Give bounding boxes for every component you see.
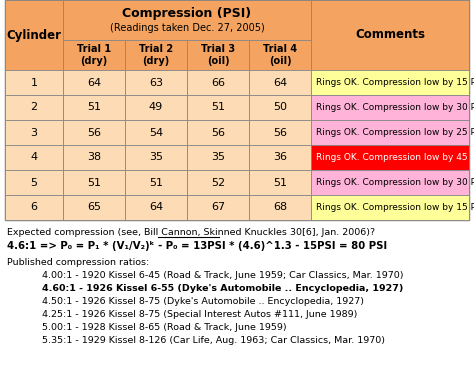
Text: 52: 52 [211, 177, 225, 187]
Text: Trial 2
(dry): Trial 2 (dry) [139, 44, 173, 66]
Bar [249, 145, 311, 170]
Bar [125, 120, 187, 145]
Bar [5, 0, 63, 70]
Bar [63, 195, 125, 220]
Text: Rings OK. Compression low by 15 PSI.: Rings OK. Compression low by 15 PSI. [316, 203, 474, 212]
Text: 51: 51 [87, 103, 101, 113]
Text: 64: 64 [149, 203, 163, 213]
Text: 64: 64 [87, 77, 101, 87]
Text: 51: 51 [149, 177, 163, 187]
Bar [249, 95, 311, 120]
Text: 3: 3 [30, 128, 37, 138]
Text: Rings OK. Compression low by 15 PSI.: Rings OK. Compression low by 15 PSI. [316, 78, 474, 87]
Text: Trial 3
(oil): Trial 3 (oil) [201, 44, 235, 66]
Bar [5, 120, 63, 145]
Bar [5, 145, 63, 170]
Text: 4: 4 [30, 152, 37, 162]
Text: 51: 51 [211, 103, 225, 113]
Text: 67: 67 [211, 203, 225, 213]
Bar [249, 120, 311, 145]
Bar [187, 70, 249, 95]
Text: 66: 66 [211, 77, 225, 87]
Text: Compression (PSI): Compression (PSI) [122, 7, 252, 20]
Bar [125, 95, 187, 120]
Bar [125, 40, 187, 70]
Bar [5, 95, 63, 120]
Bar [125, 170, 187, 195]
Bar [311, 95, 469, 120]
Text: (Readings taken Dec. 27, 2005): (Readings taken Dec. 27, 2005) [109, 23, 264, 33]
Text: 4.6:1 => P₀ = P₁ * (V₁/V₂)ᵏ - P₀ = 13PSI * (4.6)^1.3 - 15PSI = 80 PSI: 4.6:1 => P₀ = P₁ * (V₁/V₂)ᵏ - P₀ = 13PSI… [7, 241, 387, 251]
Bar [63, 120, 125, 145]
Text: 35: 35 [211, 152, 225, 162]
Text: Rings OK. Compression low by 30 PSI.: Rings OK. Compression low by 30 PSI. [316, 178, 474, 187]
Text: 51: 51 [87, 177, 101, 187]
Text: 64: 64 [273, 77, 287, 87]
Text: 35: 35 [149, 152, 163, 162]
Text: Rings OK. Compression low by 45 PSI!: Rings OK. Compression low by 45 PSI! [316, 153, 474, 162]
Text: Trial 1
(dry): Trial 1 (dry) [77, 44, 111, 66]
Bar [63, 70, 125, 95]
Bar [125, 70, 187, 95]
Bar [311, 170, 469, 195]
Text: Expected compression (see, Bill Cannon, Skinned Knuckles 30[6], Jan. 2006)?: Expected compression (see, Bill Cannon, … [7, 228, 375, 237]
Text: 63: 63 [149, 77, 163, 87]
Bar [311, 70, 469, 95]
Bar [311, 145, 469, 170]
Text: 5.35:1 - 1929 Kissel 8-126 (Car Life, Aug. 1963; Car Classics, Mar. 1970): 5.35:1 - 1929 Kissel 8-126 (Car Life, Au… [42, 336, 385, 345]
Bar [63, 170, 125, 195]
Text: 6: 6 [30, 203, 37, 213]
Bar [311, 0, 469, 70]
Bar [311, 120, 469, 145]
Bar [187, 95, 249, 120]
Text: 4.50:1 - 1926 Kissel 8-75 (Dyke's Automobile .. Encyclopedia, 1927): 4.50:1 - 1926 Kissel 8-75 (Dyke's Automo… [42, 297, 364, 306]
Text: 1: 1 [30, 77, 37, 87]
Text: 4.25:1 - 1926 Kissel 8-75 (Special Interest Autos #111, June 1989): 4.25:1 - 1926 Kissel 8-75 (Special Inter… [42, 310, 357, 319]
Bar [311, 195, 469, 220]
Text: 49: 49 [149, 103, 163, 113]
Bar [249, 70, 311, 95]
Bar [125, 195, 187, 220]
Text: 38: 38 [87, 152, 101, 162]
Bar [63, 145, 125, 170]
Bar [187, 120, 249, 145]
Text: Rings OK. Compression low by 30 PSI.: Rings OK. Compression low by 30 PSI. [316, 103, 474, 112]
Text: Comments: Comments [355, 28, 425, 41]
Bar [5, 170, 63, 195]
Text: 54: 54 [149, 128, 163, 138]
Bar [63, 0, 311, 40]
Bar [5, 195, 63, 220]
Bar [187, 195, 249, 220]
Text: 68: 68 [273, 203, 287, 213]
Text: Rings OK. Compression low by 25 PSI.: Rings OK. Compression low by 25 PSI. [316, 128, 474, 137]
Text: 2: 2 [30, 103, 37, 113]
Text: 65: 65 [87, 203, 101, 213]
Bar [187, 170, 249, 195]
Bar [63, 95, 125, 120]
Text: 4.60:1 - 1926 Kissel 6-55 (Dyke's Automobile .. Encyclopedia, 1927): 4.60:1 - 1926 Kissel 6-55 (Dyke's Automo… [42, 284, 403, 293]
Text: 5: 5 [30, 177, 37, 187]
Text: 56: 56 [211, 128, 225, 138]
Text: 36: 36 [273, 152, 287, 162]
Bar [249, 40, 311, 70]
Text: Published compression ratios:: Published compression ratios: [7, 258, 149, 267]
Bar [5, 70, 63, 95]
Text: Cylinder: Cylinder [7, 28, 62, 41]
Bar [187, 145, 249, 170]
Text: 5.00:1 - 1928 Kissel 8-65 (Road & Track, June 1959): 5.00:1 - 1928 Kissel 8-65 (Road & Track,… [42, 323, 287, 332]
Bar [249, 170, 311, 195]
Bar [187, 40, 249, 70]
Text: 50: 50 [273, 103, 287, 113]
Bar [5, 0, 469, 220]
Bar [63, 40, 125, 70]
Bar [249, 195, 311, 220]
Bar [125, 145, 187, 170]
Text: 51: 51 [273, 177, 287, 187]
Text: 56: 56 [273, 128, 287, 138]
Text: 4.00:1 - 1920 Kissel 6-45 (Road & Track, June 1959; Car Classics, Mar. 1970): 4.00:1 - 1920 Kissel 6-45 (Road & Track,… [42, 271, 403, 280]
Text: 56: 56 [87, 128, 101, 138]
Text: Trial 4
(oil): Trial 4 (oil) [263, 44, 297, 66]
